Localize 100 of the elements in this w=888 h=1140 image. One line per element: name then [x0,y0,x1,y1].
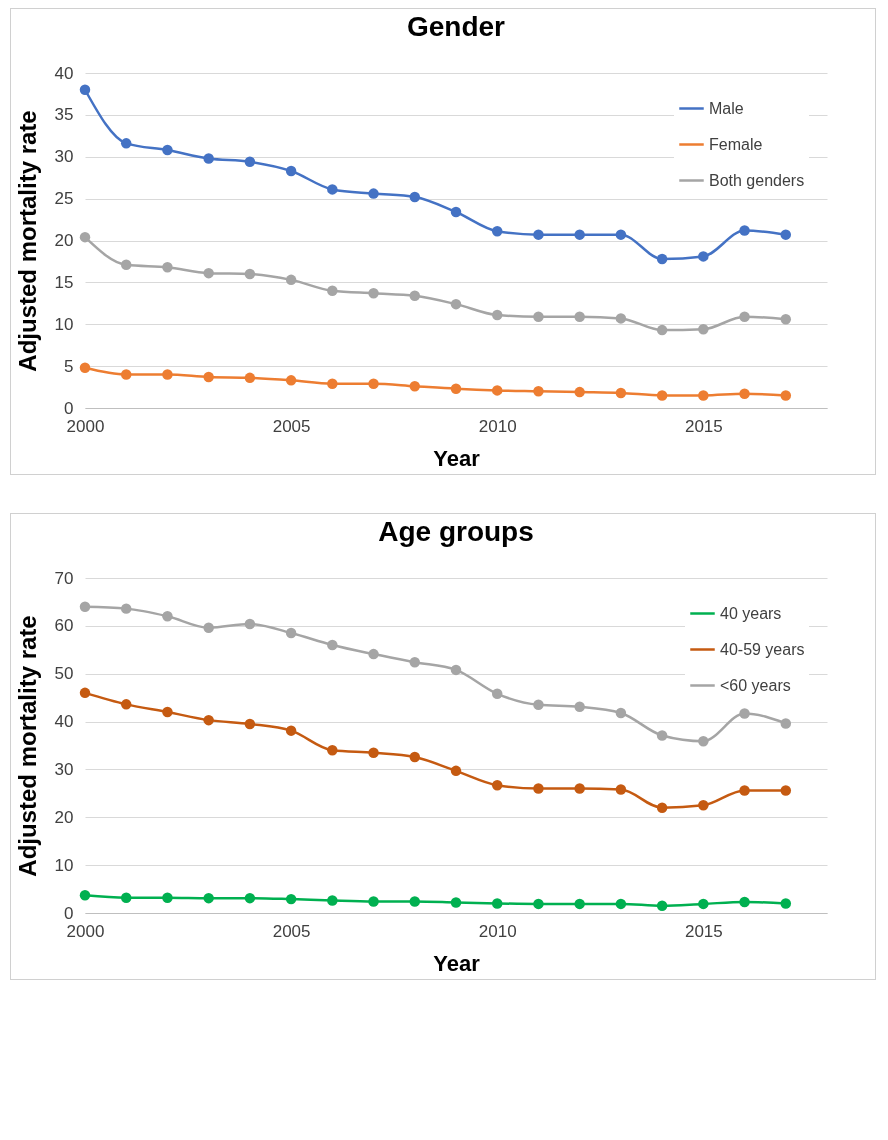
legend-label: Both genders [709,171,805,189]
point [450,206,462,218]
point [409,290,421,302]
y-tick-label: 10 [54,314,74,334]
point [409,191,421,203]
point [244,618,256,630]
y-tick-label: 10 [54,855,74,875]
y-tick-label: 25 [54,189,74,209]
point [327,639,338,651]
point [533,699,544,711]
point [780,718,792,729]
point [409,896,421,907]
point [244,156,256,168]
point [203,622,214,634]
point [698,898,709,910]
point [368,896,379,907]
point [79,231,91,243]
y-tick-label: 20 [54,807,74,827]
point [409,751,421,763]
x-tick-label: 2010 [478,921,517,941]
point [615,229,627,240]
point [368,288,379,299]
point [615,387,627,399]
legend-label: 40 years [720,604,782,622]
point [656,390,668,401]
point [327,895,338,906]
chart-title: Gender [406,11,506,42]
x-tick-label: 2005 [272,921,311,941]
point [656,900,668,912]
y-axis-title: Adjusted mortality rate [13,110,41,372]
point [780,390,792,401]
point [739,388,750,399]
point [533,783,544,794]
legend-label: <60 years [720,676,791,694]
point [533,898,544,910]
x-axis-title: Year [433,445,481,471]
point [409,380,421,392]
point [450,298,462,310]
point [450,383,462,394]
x-tick-label: 2010 [478,416,517,436]
point [574,783,585,794]
point [368,378,379,389]
point [162,892,173,903]
point [780,898,792,909]
point [533,229,544,240]
point [615,784,627,795]
point [285,725,297,736]
y-tick-label: 0 [64,903,74,923]
x-tick-label: 2005 [272,416,311,436]
y-tick-label: 0 [64,398,74,418]
point [780,313,792,325]
legend-label: 40-59 years [720,640,805,658]
y-tick-label: 60 [54,616,74,636]
point [327,184,338,195]
point [368,648,379,660]
point [285,274,297,286]
point [203,267,214,279]
point [780,229,792,240]
point [203,371,214,383]
point [327,285,338,296]
x-tick-label: 2015 [684,416,723,436]
point [120,699,132,710]
point [574,701,585,712]
point [244,268,256,280]
x-tick-label: 2015 [684,921,723,941]
legend-label: Male [709,99,744,117]
point [739,225,750,236]
point [739,311,750,322]
point [203,714,214,726]
y-tick-label: 5 [64,356,74,376]
y-tick-label: 30 [54,147,74,167]
point [162,369,173,380]
y-tick-label: 70 [54,568,74,588]
point [120,259,132,271]
point [162,611,173,622]
point [79,601,91,612]
point [244,372,256,384]
point [615,898,627,910]
y-tick-label: 40 [54,63,74,83]
point [491,688,503,700]
point [698,800,709,811]
point [285,627,297,639]
point [574,386,585,398]
x-tick-label: 2000 [66,416,105,436]
point [574,229,585,240]
point [698,324,709,335]
point [79,84,91,95]
point [368,188,379,199]
y-axis-title: Adjusted mortality rate [13,615,41,877]
point [491,226,503,237]
point [533,311,544,322]
point [79,890,91,901]
point [120,369,132,380]
chart-title: Age groups [378,516,534,547]
point [285,165,297,177]
point [120,892,132,903]
point [491,898,503,909]
point [698,735,709,747]
point [780,785,792,796]
point [574,898,585,910]
